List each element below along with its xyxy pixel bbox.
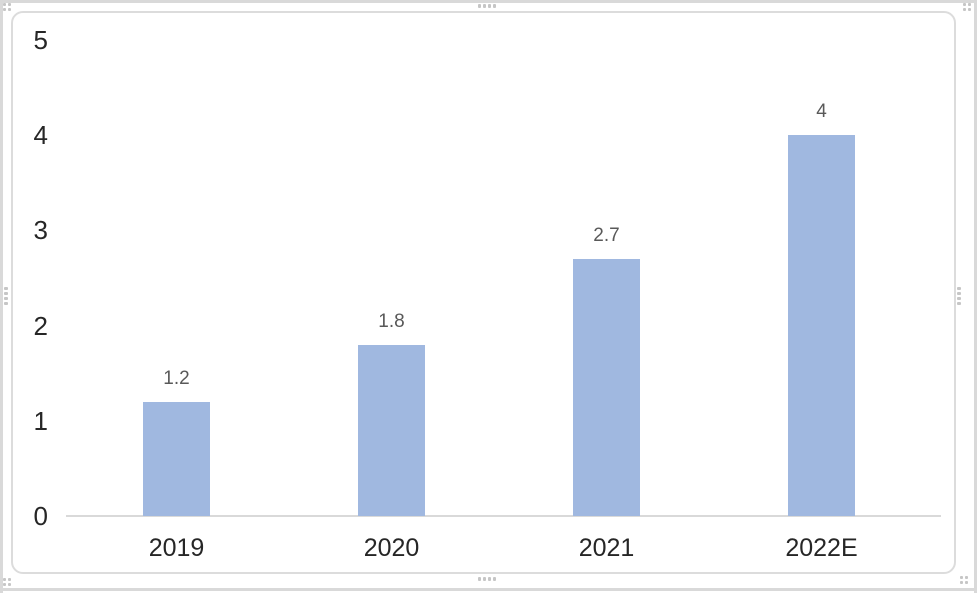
selection-handle-bottom-center[interactable]	[478, 577, 496, 581]
data-label-2019: 1.2	[163, 367, 190, 389]
data-label-2021: 2.7	[593, 224, 620, 246]
y-axis-tick-label: 1	[33, 405, 48, 436]
bar-2020[interactable]	[358, 344, 425, 516]
selection-frame-right	[974, 0, 977, 593]
y-axis-tick-label: 5	[33, 25, 48, 55]
selection-handle-bottom-right[interactable]	[960, 576, 968, 584]
x-axis-category-label: 2020	[363, 534, 420, 562]
x-axis-category-label: 2019	[148, 534, 205, 562]
x-axis-category-label: 2021	[578, 534, 635, 562]
selection-handle-bottom-left[interactable]	[3, 578, 11, 586]
selection-handle-top-right[interactable]	[963, 3, 971, 11]
y-axis-tick-label: 3	[33, 215, 48, 246]
selection-frame-left	[0, 0, 3, 593]
y-axis-tick-label: 2	[33, 310, 48, 341]
y-axis-tick-label: 0	[33, 501, 48, 531]
data-label-2022E: 4	[816, 101, 827, 123]
selection-frame-top	[0, 0, 977, 3]
selection-frame-bottom	[0, 588, 977, 591]
selection-handle-right-middle[interactable]	[957, 287, 961, 305]
data-label-2020: 1.8	[378, 310, 405, 332]
bar-2019[interactable]	[143, 401, 210, 516]
x-axis-line	[66, 515, 941, 517]
selection-handle-top-left[interactable]	[3, 3, 11, 11]
x-axis-category-label: 2022E	[785, 534, 858, 562]
bar-2022E[interactable]	[788, 135, 855, 516]
selection-handle-top-center[interactable]	[478, 4, 496, 8]
y-axis-tick-label: 4	[33, 120, 48, 151]
selection-handle-left-middle[interactable]	[4, 287, 8, 305]
bar-2021[interactable]	[573, 258, 640, 516]
